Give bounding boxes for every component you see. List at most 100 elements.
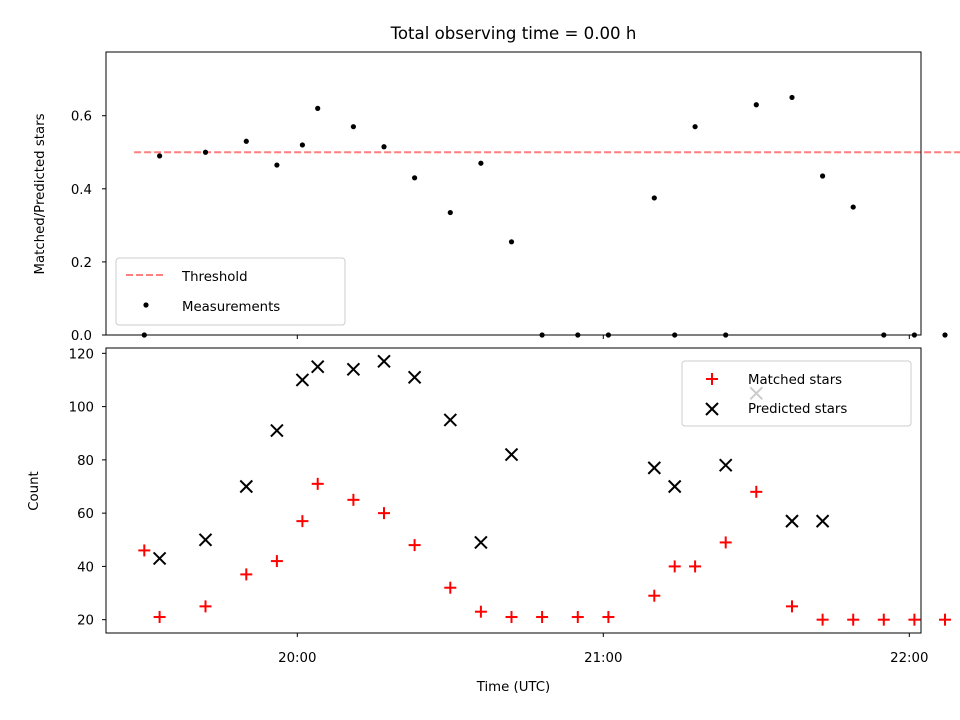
predicted-stars-marker — [407, 370, 422, 385]
bottom-y-tick-label: 20 — [77, 614, 94, 629]
predicted-stars-marker-b — [407, 370, 422, 385]
matched-stars-marker — [719, 536, 732, 549]
top-y-tick-label: 0.6 — [71, 110, 92, 125]
matched-stars-marker — [816, 613, 829, 626]
predicted-stars-marker — [667, 479, 682, 494]
top-panel: Matched/Predicted stars 0.0 0.2 0.4 0.6 Thr… — [33, 51, 960, 344]
matched-stars-marker — [153, 611, 166, 624]
matched-stars-points — [138, 477, 951, 626]
top-axes-frame — [105, 51, 922, 336]
predicted-stars-marker — [718, 458, 733, 472]
predicted-stars-marker — [647, 461, 662, 475]
top-legend-box — [115, 257, 346, 326]
measurement-point — [692, 124, 698, 130]
top-y-axis-label: Matched/Predicted stars — [33, 113, 48, 274]
measurement-point — [274, 162, 280, 168]
predicted-stars-marker-b — [152, 551, 167, 566]
matched-stars-marker — [689, 560, 702, 573]
matched-stars-marker — [648, 589, 661, 602]
bottom-x-tick-label: 22:00 — [890, 651, 928, 666]
predicted-stars-marker — [295, 373, 310, 387]
bottom-legend: Matched stars Predicted stars — [681, 360, 912, 427]
bottom-x-axis-label: Time (UTC) — [476, 680, 551, 695]
matched-stars-marker — [270, 555, 283, 568]
top-y-tick-label: 0.4 — [71, 183, 92, 198]
measurement-point — [820, 173, 826, 179]
predicted-stars-marker — [474, 535, 488, 550]
predicted-stars-marker — [270, 423, 284, 438]
measurement-point — [789, 94, 795, 101]
predicted-stars-marker-b — [785, 514, 799, 528]
predicted-stars-marker — [443, 413, 458, 427]
predicted-stars-marker — [152, 551, 167, 566]
matched-stars-marker — [536, 611, 549, 624]
predicted-stars-marker-b — [474, 535, 488, 550]
bottom-x-tick-label: 20:00 — [278, 651, 316, 666]
predicted-stars-marker — [346, 362, 361, 377]
matched-stars-marker — [505, 611, 518, 624]
predicted-stars-marker — [377, 354, 391, 369]
predicted-stars-marker-b — [239, 479, 254, 494]
measurement-point — [478, 160, 484, 166]
bottom-y-tick-label: 80 — [77, 454, 94, 469]
top-legend: Threshold Measurements — [115, 257, 346, 326]
matched-legend-label: Matched stars — [748, 373, 842, 388]
matched-stars-marker — [474, 605, 487, 618]
measurements-legend-label: Measurements — [182, 300, 280, 315]
bottom-x-tick-label: 21:00 — [584, 651, 622, 666]
measurement-point — [753, 102, 759, 108]
predicted-stars-marker-b — [443, 413, 458, 427]
measurement-point — [447, 209, 453, 216]
predicted-stars-marker — [310, 359, 325, 374]
top-y-ticks: 0.0 0.2 0.4 0.6 — [71, 110, 106, 344]
bottom-y-tick-label: 40 — [77, 560, 94, 575]
measurement-point — [850, 204, 856, 210]
matched-legend-swatch — [706, 373, 718, 385]
measurement-point — [315, 105, 321, 111]
bottom-y-tick-label: 100 — [69, 401, 94, 416]
predicted-stars-marker-b — [815, 514, 830, 528]
predicted-stars-marker-b — [718, 458, 733, 472]
top-x-ticks — [296, 335, 910, 339]
predicted-stars-marker — [504, 447, 519, 462]
matched-stars-marker — [847, 613, 860, 626]
figure-title: Total observing time = 0.00 h — [390, 24, 637, 43]
bottom-y-ticks: 20 40 60 80 100 120 — [69, 347, 106, 629]
matched-stars-marker — [311, 477, 324, 490]
matched-stars-marker — [877, 613, 890, 626]
matched-stars-marker — [199, 600, 212, 613]
predicted-stars-marker — [785, 514, 799, 528]
measurement-point — [508, 239, 515, 245]
predicted-legend-swatch — [705, 402, 719, 416]
matched-stars-marker — [240, 568, 253, 581]
matched-stars-marker — [408, 539, 421, 552]
bottom-y-tick-label: 60 — [77, 507, 94, 522]
predicted-stars-marker-b — [667, 479, 682, 494]
measurements-legend-swatch — [143, 302, 149, 308]
measurement-point — [381, 144, 387, 150]
bottom-panel: Count Time (UTC) 20 40 60 80 100 120 20:00 21:… — [27, 347, 951, 695]
predicted-stars-marker — [198, 533, 213, 547]
measurement-point — [157, 153, 163, 159]
matched-stars-marker — [347, 493, 360, 506]
predicted-stars-marker-b — [377, 354, 391, 369]
predicted-stars-marker-b — [346, 362, 361, 377]
predicted-stars-marker-b — [198, 533, 213, 547]
predicted-stars-marker-b — [295, 373, 310, 387]
predicted-stars-marker-b — [504, 447, 519, 462]
top-y-tick-label: 0.0 — [71, 329, 92, 344]
bottom-y-axis-label: Count — [27, 471, 42, 511]
bottom-legend-box — [681, 360, 912, 427]
matched-stars-marker — [444, 581, 457, 594]
bottom-y-tick-label: 120 — [69, 347, 94, 362]
measurement-point — [651, 195, 657, 201]
predicted-stars-marker-b — [270, 423, 284, 438]
matched-stars-marker — [668, 560, 681, 573]
matched-stars-marker — [602, 611, 615, 624]
threshold-legend-label: Threshold — [181, 270, 248, 285]
matched-stars-marker — [571, 611, 584, 624]
matched-stars-marker — [750, 485, 763, 498]
matched-stars-marker — [786, 600, 798, 613]
